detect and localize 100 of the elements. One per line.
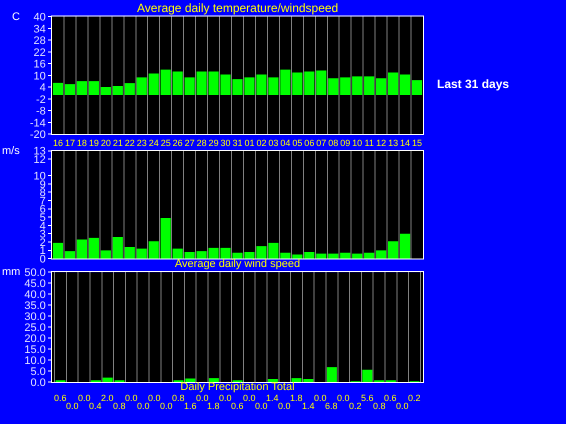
data-label: 1.4 [266, 393, 279, 403]
data-label: 0.0 [160, 401, 173, 411]
data-label: 0.6 [384, 393, 397, 403]
x-tick-label: 03 [268, 138, 278, 148]
x-tick-label: 22 [124, 138, 135, 148]
bar [400, 234, 410, 259]
data-label: 1.8 [290, 393, 303, 403]
y-tick-label: -8 [36, 106, 46, 118]
bar [244, 252, 255, 259]
x-tick-label: 18 [76, 138, 87, 148]
y-axis-title: m/s [2, 145, 20, 157]
data-label: 5.6 [361, 393, 374, 403]
text: Last 31 days [437, 77, 510, 91]
y-tick-label: 15.0 [24, 344, 46, 356]
x-tick-label: 29 [208, 138, 219, 148]
bar [280, 70, 290, 96]
data-label: 0.6 [54, 393, 67, 403]
bar [244, 77, 255, 96]
bar [76, 81, 88, 96]
x-tick-label: 02 [256, 138, 266, 148]
bar [291, 378, 302, 382]
data-label: 0.2 [408, 393, 421, 403]
x-tick-label: 07 [316, 138, 326, 148]
data-label: 0.8 [113, 401, 126, 411]
y-tick-label: 0 [40, 253, 46, 266]
bar [376, 78, 386, 96]
x-tick-label: 17 [64, 138, 75, 148]
bar [388, 72, 398, 96]
chart-title: Average daily temperature/windspeed [137, 1, 338, 15]
data-label: 0.0 [78, 393, 91, 403]
data-label: 0.0 [314, 393, 327, 403]
data-label: 1.6 [184, 401, 197, 411]
x-tick-label: 14 [400, 138, 410, 148]
x-tick-label: 12 [376, 138, 386, 148]
data-label: 0.8 [373, 401, 386, 411]
bar [376, 250, 386, 259]
bar [268, 242, 278, 259]
y-tick-label: 10.0 [24, 354, 46, 367]
bar [412, 80, 422, 96]
data-label: 1.8 [207, 401, 220, 411]
bar [232, 79, 243, 96]
bar [400, 74, 410, 96]
bar [326, 367, 337, 382]
x-axis-title: Average daily wind speed [174, 258, 300, 270]
bar [220, 248, 231, 259]
data-label: 0.8 [172, 393, 185, 403]
data-label: 0.0 [396, 401, 409, 411]
x-tick-label: 23 [136, 138, 147, 148]
bar [208, 378, 219, 382]
x-tick-label: 25 [160, 138, 171, 148]
y-tick-label: 25.0 [24, 322, 46, 334]
bar [232, 252, 243, 259]
y-tick-label: 20.0 [24, 332, 46, 345]
y-tick-label: 0.0 [30, 376, 46, 389]
data-label: 0.0 [66, 401, 79, 411]
y-tick-label: 5.0 [30, 366, 46, 378]
y-tick-label: 35.0 [24, 300, 46, 312]
bar [208, 248, 219, 259]
data-label: 0.6 [231, 401, 244, 411]
bar [388, 241, 398, 259]
data-label: 0.0 [125, 393, 138, 403]
y-tick-label: 4 [40, 82, 46, 94]
x-tick-label: 11 [364, 138, 374, 148]
bar [303, 378, 314, 382]
bar [256, 246, 267, 259]
x-tick-label: 15 [412, 138, 422, 148]
x-tick-label: 13 [388, 138, 398, 148]
x-tick-label: 10 [352, 138, 362, 148]
y-tick-label: 10 [34, 70, 46, 82]
bar [208, 72, 219, 96]
data-label: 1.4 [302, 401, 315, 411]
y-tick-label: 40 [34, 12, 46, 24]
data-label: 0.0 [255, 401, 268, 411]
y-tick-label: -2 [36, 94, 46, 106]
bar [196, 251, 207, 259]
x-tick-label: 04 [280, 138, 290, 148]
y-tick-label: -20 [30, 129, 46, 142]
y-tick-label: 40.0 [24, 289, 46, 302]
data-label: 0.2 [349, 401, 362, 411]
x-tick-label: 26 [172, 138, 183, 148]
y-axis-title: mm [2, 266, 20, 278]
data-label: 2.0 [101, 393, 114, 403]
x-tick-label: 28 [196, 138, 207, 148]
data-label: 6.8 [325, 401, 338, 411]
x-axis-title: Daily Precipitation Total [180, 381, 295, 394]
y-tick-label: 45.0 [24, 278, 46, 290]
bar [52, 82, 64, 96]
y-axis-title: C [12, 11, 20, 23]
x-tick-label: 05 [292, 138, 302, 148]
x-tick-label: 06 [304, 138, 314, 148]
y-tick-label: -14 [30, 117, 46, 130]
data-label: 0.0 [278, 401, 291, 411]
data-label: 0.0 [148, 393, 161, 403]
data-label: 0.0 [137, 401, 150, 411]
bar [88, 81, 99, 96]
bar [185, 378, 196, 382]
y-tick-label: 22 [34, 46, 46, 59]
bar [280, 252, 290, 259]
y-tick-label: 34 [34, 23, 46, 36]
y-tick-label: 30.0 [24, 310, 46, 323]
